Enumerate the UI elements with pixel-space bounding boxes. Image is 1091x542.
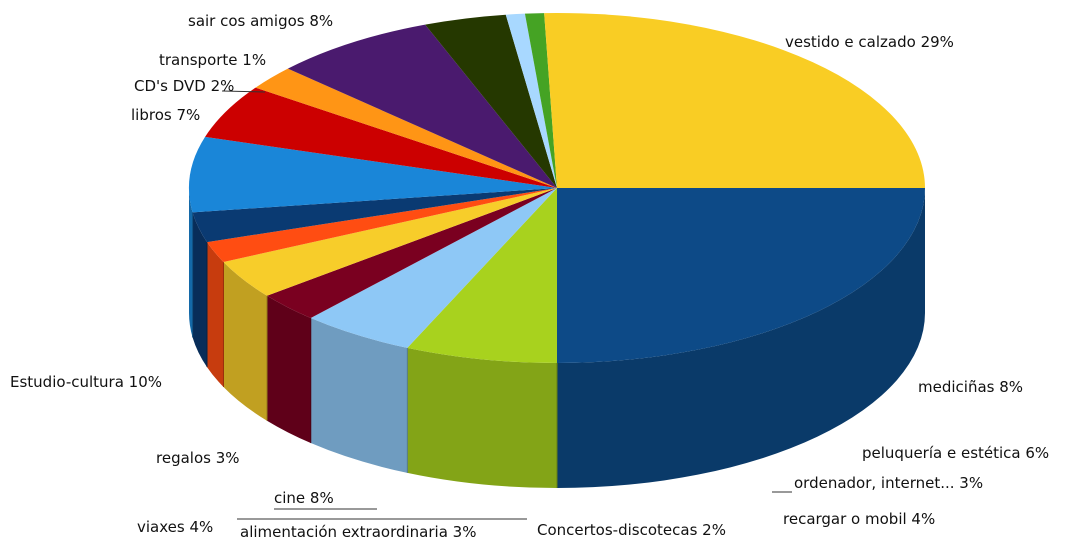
label-transporte-1: transporte 1% bbox=[159, 51, 266, 69]
leader-lines bbox=[221, 90, 792, 520]
label-sair-cos-amigos-8: sair cos amigos 8% bbox=[188, 12, 333, 30]
slice-estudio-cultura-10 bbox=[287, 24, 557, 188]
label-concertos-discotecas-2: Concertos-discotecas 2% bbox=[537, 521, 726, 539]
label-cd-s-dvd-2: CD's DVD 2% bbox=[134, 77, 234, 95]
slice-regalos-3 bbox=[255, 68, 557, 188]
slice-medicinas-8 bbox=[407, 188, 557, 363]
slice-peluqueria-e-estetica-6 bbox=[310, 188, 557, 348]
label-cine-8: cine 8% bbox=[274, 489, 334, 507]
side-vestido-e-calzado-29 bbox=[557, 188, 925, 488]
label-viaxes-4: viaxes 4% bbox=[137, 518, 213, 536]
slice-concertos-discotecas-2 bbox=[207, 188, 557, 262]
label-alimentacion-extraordinaria-3: alimentación extraordinaria 3% bbox=[240, 523, 476, 541]
slice-ordenador-internet-3 bbox=[267, 188, 557, 319]
slice-libros-7 bbox=[425, 14, 557, 188]
side-ordenador-internet-3 bbox=[267, 295, 311, 444]
pie-top bbox=[189, 13, 925, 363]
slice-sair-cos-amigos-8 bbox=[544, 13, 925, 189]
side-viaxes-4 bbox=[189, 188, 193, 338]
label-ordenador-internet-3: ordenador, internet... 3% bbox=[794, 474, 983, 492]
slice-labels: vestido e calzado 29% mediciñas 8% peluque… bbox=[10, 12, 1049, 541]
label-libros-7: libros 7% bbox=[131, 106, 200, 124]
label-vestido-e-calzado-29: vestido e calzado 29% bbox=[785, 33, 954, 51]
side-recargar-o-mobil-4 bbox=[223, 261, 268, 421]
label-regalos-3: regalos 3% bbox=[156, 449, 240, 467]
slice-vestido-e-calzado-29 bbox=[557, 188, 925, 363]
side-medicinas-8 bbox=[407, 347, 557, 488]
slice-cd-s-dvd-2 bbox=[505, 13, 557, 189]
label-estudio-cultura-10: Estudio-cultura 10% bbox=[10, 373, 162, 391]
slice-recargar-o-mobil-4 bbox=[223, 188, 557, 296]
side-peluqueria-e-estetica-6 bbox=[310, 318, 408, 473]
label-medicinas-8: mediciñas 8% bbox=[918, 378, 1023, 396]
slice-viaxes-4 bbox=[189, 136, 557, 213]
slice-alimentacion-extraordinaria-3 bbox=[192, 188, 557, 243]
side-concertos-discotecas-2 bbox=[207, 242, 224, 387]
pie-sides bbox=[189, 188, 925, 488]
side-alimentacion-extraordinaria-3 bbox=[192, 212, 208, 368]
leader-line bbox=[221, 90, 266, 93]
label-recargar-o-mobil-4: recargar o mobil 4% bbox=[783, 510, 935, 528]
slice-cine-8 bbox=[205, 87, 558, 188]
label-peluqueria-e-estetica-6: peluquería e estética 6% bbox=[862, 444, 1049, 462]
slice-transporte-1 bbox=[524, 13, 557, 189]
